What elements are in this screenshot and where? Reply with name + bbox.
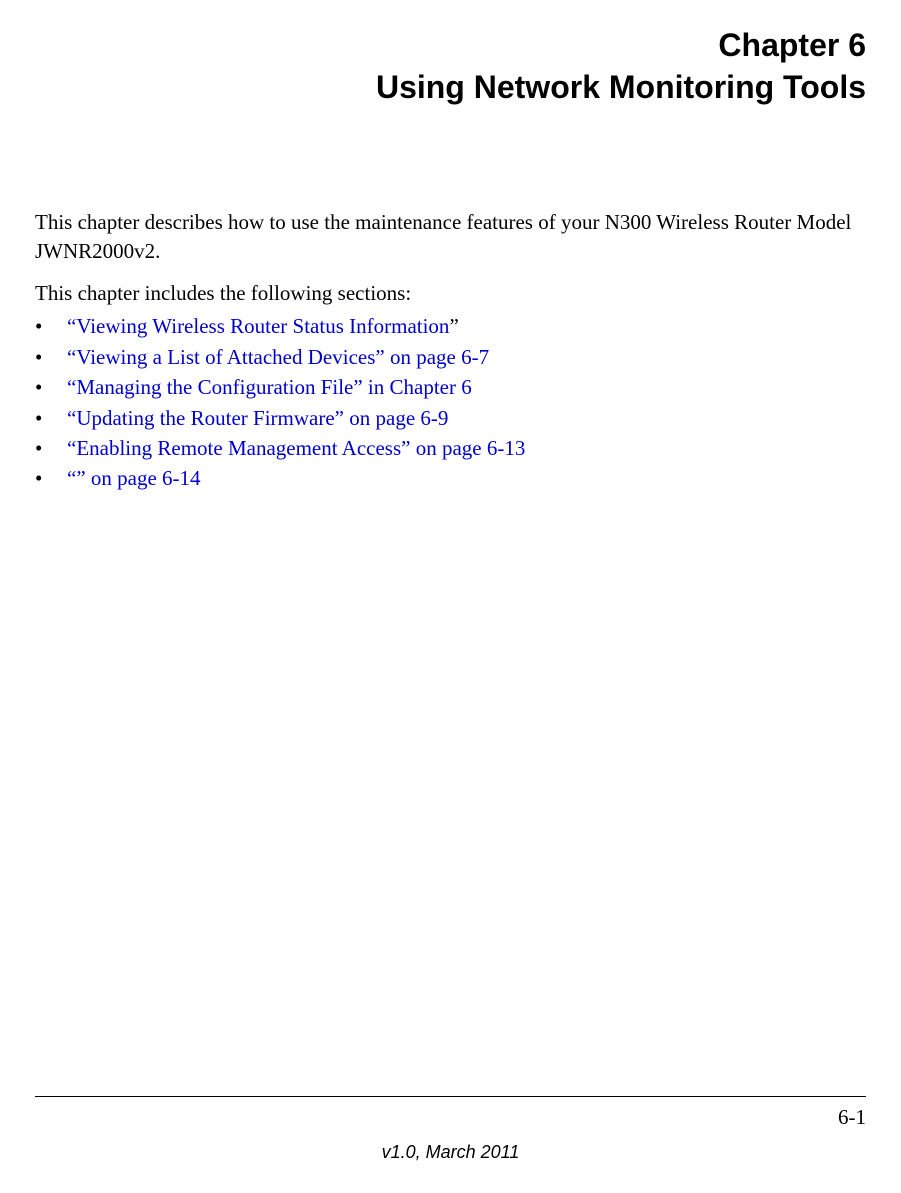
bullet-marker: • [35,372,67,402]
list-item: • “Viewing a List of Attached Devices” o… [35,342,866,372]
section-link[interactable]: “Managing the Configuration File” in Cha… [67,375,472,399]
page-number: 6-1 [35,1105,866,1130]
page-footer: 6-1 v1.0, March 2011 [35,1096,866,1163]
bullet-marker: • [35,403,67,433]
list-item: • “Updating the Router Firmware” on page… [35,403,866,433]
link-suffix: ” [449,314,458,338]
section-link[interactable]: “Viewing Wireless Router Status Informat… [67,314,449,338]
section-link[interactable]: “Enabling Remote Management Access” on p… [67,436,525,460]
chapter-title: Using Network Monitoring Tools [35,67,866,109]
bullet-text: “Enabling Remote Management Access” on p… [67,433,866,463]
section-link[interactable]: “Updating the Router Firmware” on page 6… [67,406,448,430]
bullet-text: “Managing the Configuration File” in Cha… [67,372,866,402]
list-item: • “Managing the Configuration File” in C… [35,372,866,402]
intro-paragraph: This chapter describes how to use the ma… [35,208,866,265]
version-text: v1.0, March 2011 [35,1142,866,1163]
section-link[interactable]: “” on page 6-14 [67,466,201,490]
list-item: • “” on page 6-14 [35,463,866,493]
bullet-marker: • [35,463,67,493]
bullet-text: “Viewing a List of Attached Devices” on … [67,342,866,372]
list-item: • “Enabling Remote Management Access” on… [35,433,866,463]
bullet-marker: • [35,311,67,341]
bullet-text: “Viewing Wireless Router Status Informat… [67,311,866,341]
bullet-marker: • [35,433,67,463]
footer-rule [35,1096,866,1097]
sections-intro: This chapter includes the following sect… [35,279,866,307]
section-link[interactable]: “Viewing a List of Attached Devices” on … [67,345,489,369]
bullet-text: “” on page 6-14 [67,463,866,493]
bullet-marker: • [35,342,67,372]
chapter-number: Chapter 6 [35,25,866,67]
list-item: • “Viewing Wireless Router Status Inform… [35,311,866,341]
sections-list: • “Viewing Wireless Router Status Inform… [35,311,866,494]
chapter-heading: Chapter 6 Using Network Monitoring Tools [35,25,866,108]
bullet-text: “Updating the Router Firmware” on page 6… [67,403,866,433]
